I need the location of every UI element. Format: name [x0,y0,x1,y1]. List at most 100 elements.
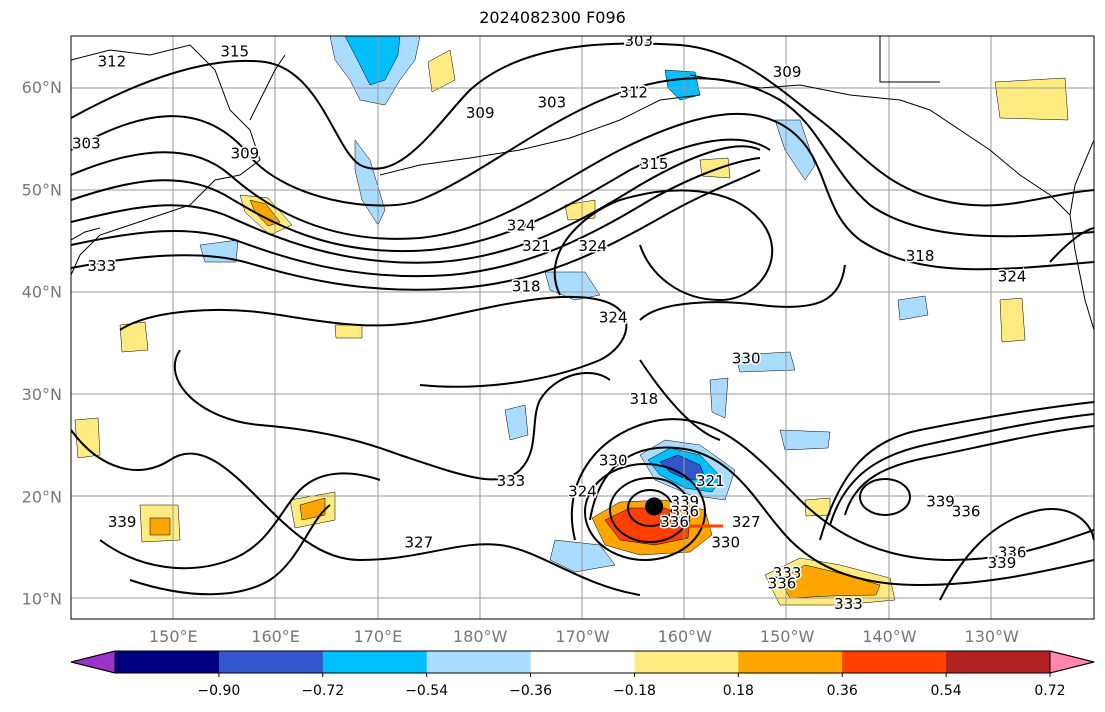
colorbar-labels: −0.90 −0.72 −0.54 −0.36 −0.18 0.18 0.36 0.54 0.7… [197,673,1066,699]
east-loop [859,478,911,516]
colorbar-segment [738,651,843,673]
shade-blue-w2 [779,429,831,451]
colorbar-extend-low [70,650,116,674]
longitude-tick-label: 150°E [149,627,198,646]
contour-label: 318 [630,390,659,408]
latitude-tick-label: 10°N [22,590,62,609]
colorbar-segment [842,651,947,673]
colorbar-segment [322,651,428,673]
shade-blue-sub [734,351,796,373]
contour-label: 303 [624,32,653,50]
positive-anomaly-shading [74,49,1069,606]
colorbar-tick-label: 0.36 [827,683,858,699]
contour-label: 336 [660,513,689,531]
contour-label: 309 [466,104,495,122]
colorbar-tick-label: 0.18 [723,683,754,699]
nw-america [1069,139,1094,331]
map-frame [70,35,1095,620]
shade-yellow-e [999,297,1026,343]
vortex-ring-3 [584,463,706,561]
japan-islands [71,227,101,241]
contour-label: 324 [568,482,597,500]
shade-blue-sub2 [709,377,729,419]
contour-label: 339 [926,492,955,510]
longitude-tick-label: 160°W [658,627,713,646]
contour-label: 318 [512,278,541,296]
shade-deepblue-north [344,36,401,86]
contour-label: 315 [220,42,249,60]
colorbar-tick-label: −0.54 [405,683,448,699]
colorbar-extend-high [1049,650,1095,674]
vortex-ring-1 [627,489,673,527]
shade-yellow-mid2 [334,324,363,339]
shade-yellow-mid [699,157,731,179]
contour-label: 309 [773,63,802,81]
contour-label: 327 [732,513,761,531]
colorbar-segment [946,651,1051,673]
contour-label: 321 [522,237,551,255]
asia-coast [71,44,261,276]
contour-lines [71,42,1094,601]
storm-center-marker [645,497,664,516]
shade-yellow-ne [994,77,1069,121]
contour-label: 324 [578,237,607,255]
shade-blue-e [897,295,929,321]
gridlines [71,36,1094,619]
latitude-tick-label: 60°N [22,78,62,97]
colorbar-outline [70,650,1095,674]
contour-label: 324 [998,267,1027,285]
canada-border [879,36,940,83]
contour-label: 339 [670,492,699,510]
contour-label: 312 [619,83,648,101]
contour-label: 330 [732,349,761,367]
contour-label: 336 [768,574,797,592]
shade-yellow-w [119,321,149,353]
kamchatka [249,54,286,121]
longitude-tick-label: 150°W [760,627,815,646]
colorbar-segment [218,651,324,673]
contour-label: 309 [231,145,260,163]
colorbar-tick-label: 0.72 [1034,683,1065,699]
colorbar-segment [115,651,220,673]
aleutians [379,94,701,176]
contour-label: 324 [507,216,536,234]
contour-label: 327 [404,533,433,551]
longitude-tick-label: 140°W [862,627,917,646]
colorbar-tick-label: −0.18 [613,683,656,699]
longitude-tick-label: 160°E [251,627,300,646]
contour-label: 339 [988,554,1017,572]
shade-yellow-w2 [74,417,101,459]
latitude-labels: 60°N 50°N 40°N 30°N 20°N 10°N [22,78,62,608]
shade-blue-w [504,404,529,441]
shade-orange-sw2 [299,497,326,521]
latitude-tick-label: 30°N [22,385,62,404]
latitude-tick-label: 40°N [22,283,62,302]
latitude-tick-label: 20°N [22,487,62,506]
shade-orange-nw [249,199,281,227]
colorbar-tick-label: −0.36 [509,683,552,699]
contour-label: 312 [98,53,127,71]
colorbar-tick-label: −0.72 [301,683,344,699]
contour-label: 336 [952,503,981,521]
map-title: 2024082300 F096 [479,8,626,27]
contour-label: 330 [599,452,628,470]
contour-label: 324 [599,308,628,326]
colorbar-segment [634,651,739,673]
longitude-labels: 150°E 160°E 170°E 180°W 170°W 160°W 150°W 140°W… [149,627,1019,646]
contour-label: 330 [711,533,740,551]
longitude-tick-label: 180°W [453,627,508,646]
colorbar-segment [530,651,635,673]
coastlines [71,36,1094,331]
colorbar [70,650,1095,674]
latitude-tick-label: 50°N [22,180,62,199]
shade-orange-sw [149,517,171,536]
contour-label: 333 [497,472,526,490]
colorbar-tick-label: 0.54 [931,683,962,699]
longitude-tick-label: 170°E [354,627,403,646]
contour-label: 303 [537,94,566,112]
vortex-ring-2 [609,477,691,543]
contour-labels: 312 315 309 303 309 303 312 309 315 303 321 324 318 3… [71,32,1028,614]
longitude-tick-label: 170°W [555,627,610,646]
contour-label: 303 [72,135,101,153]
contour-label: 333 [87,257,116,275]
